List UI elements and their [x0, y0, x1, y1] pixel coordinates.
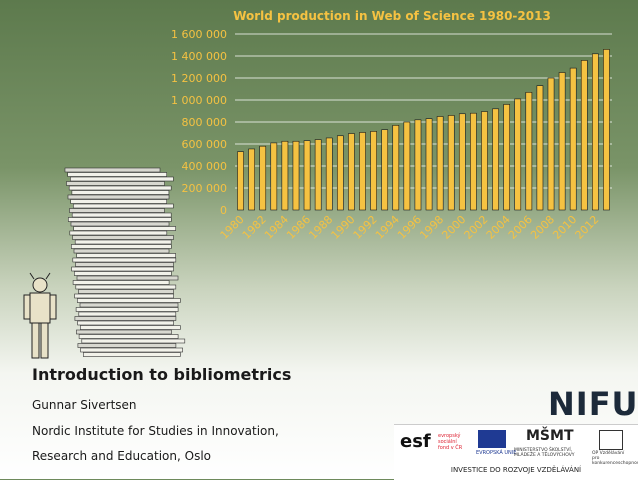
op-logo: [599, 430, 623, 450]
bar-1987: [314, 139, 322, 211]
x-tick-label: 1994: [373, 213, 402, 242]
nifu-logo: NIFU: [548, 385, 638, 423]
esf-caption-line: sociální: [438, 439, 457, 445]
esf-caption-line: evropský: [438, 433, 461, 439]
x-tick-label: 2010: [550, 213, 579, 242]
y-tick-label: 1 400 000: [171, 50, 227, 63]
x-tick-label: 1998: [417, 213, 446, 242]
y-tick-label: 1 600 000: [171, 28, 227, 41]
bar-2009: [558, 72, 566, 211]
y-tick-label: 200 000: [182, 182, 228, 195]
bar-1981: [248, 148, 255, 211]
bar-1999: [447, 115, 455, 211]
x-axis-ticks: 1980198219841986198819901992199419961998…: [218, 213, 602, 242]
esf-caption-line: fond v ČR: [438, 445, 463, 451]
y-tick-label: 800 000: [182, 116, 228, 129]
bar-1984: [281, 140, 289, 211]
bar-1997: [425, 118, 433, 211]
x-tick-label: 2004: [484, 213, 513, 242]
institution-line-2: Research and Education, Oslo: [32, 449, 211, 463]
chart-gridlines: [235, 33, 612, 189]
bar-2013: [603, 49, 610, 211]
institution-line-1: Nordic Institute for Studies in Innovati…: [32, 424, 279, 438]
bar-1994: [392, 125, 400, 211]
bar-1985: [292, 140, 300, 211]
esf-caption: evropský sociální fond v ČR: [438, 433, 462, 451]
bar-2007: [536, 85, 544, 211]
y-tick-label: 400 000: [182, 160, 228, 173]
author-name: Gunnar Sivertsen: [32, 398, 137, 412]
esf-logo: esf: [400, 431, 431, 452]
bar-1988: [325, 137, 333, 211]
op-caption: OP Vzdělávání pro konkurenceschopnost: [592, 451, 638, 466]
slide-title: Introduction to bibliometrics: [32, 365, 292, 384]
x-tick-label: 2000: [439, 213, 468, 242]
bar-1983: [270, 142, 278, 211]
bar-2008: [547, 77, 555, 211]
op-caption-line: pro konkurenceschopnost: [592, 456, 638, 466]
y-axis-ticks: 0 200 000 400 000 600 000 800 000 1 000 000 1 …: [171, 28, 227, 217]
bar-1996: [414, 119, 422, 211]
bar-2003: [492, 108, 499, 211]
x-tick-label: 2002: [462, 213, 491, 242]
bar-2005: [514, 98, 522, 211]
chart-title: World production in Web of Science 1980-…: [233, 9, 551, 23]
chart-bars: [237, 49, 610, 211]
x-tick-label: 2008: [528, 213, 557, 242]
x-tick-label: 1990: [329, 213, 358, 242]
op-caption-line: OP Vzdělávání: [592, 451, 625, 456]
bar-2006: [525, 92, 533, 211]
esf-slogan: INVESTICE DO ROZVOJE VZDĚLÁVÁNÍ: [450, 466, 582, 474]
bar-1993: [381, 129, 389, 211]
x-tick-label: 1992: [351, 213, 380, 242]
bar-2002: [481, 111, 488, 211]
bar-2004: [503, 104, 511, 211]
bar-1980: [237, 151, 244, 211]
bar-1995: [403, 121, 411, 211]
bar-2011: [580, 60, 588, 211]
bar-2001: [470, 112, 477, 211]
bar-1989: [336, 135, 344, 211]
x-tick-label: 1986: [284, 213, 313, 242]
x-tick-label: 2006: [506, 213, 535, 242]
bar-1990: [348, 133, 355, 211]
y-tick-label: 1 000 000: [171, 94, 227, 107]
x-tick-label: 1982: [240, 213, 269, 242]
y-tick-label: 1 200 000: [171, 72, 227, 85]
paper-stack-illustration: [64, 167, 186, 357]
y-tick-label: 600 000: [182, 138, 228, 151]
bar-1982: [259, 145, 267, 211]
x-tick-label: 1996: [395, 213, 424, 242]
bar-1991: [359, 132, 366, 211]
x-tick-label: 1984: [262, 213, 291, 242]
bar-2010: [569, 67, 577, 211]
x-tick-label: 1980: [218, 213, 247, 242]
x-tick-label: 2012: [572, 213, 601, 242]
eu-flag-icon: [478, 430, 506, 448]
esf-banner: esf evropský sociální fond v ČR EVROPSKÁ…: [394, 424, 638, 480]
msmt-caption: MINISTERSTVO ŠKOLSTVÍ, MLÁDEŽE A TĚLOVÝC…: [514, 448, 584, 458]
person-figure-illustration: [23, 272, 57, 359]
bar-1998: [436, 116, 444, 211]
msmt-caption-line: MINISTERSTVO ŠKOLSTVÍ,: [514, 448, 573, 453]
x-tick-label: 1988: [306, 213, 335, 242]
bar-1986: [303, 140, 311, 211]
y-tick-label: 0: [220, 204, 227, 217]
msmt-caption-line: MLÁDEŽE A TĚLOVÝCHOVY: [514, 453, 575, 458]
bar-2000: [458, 113, 466, 211]
eu-label: EVROPSKÁ UNIE: [476, 450, 517, 456]
msmt-logo: MŠMT: [526, 428, 574, 444]
bar-2012: [592, 53, 599, 211]
bar-1992: [370, 131, 377, 211]
